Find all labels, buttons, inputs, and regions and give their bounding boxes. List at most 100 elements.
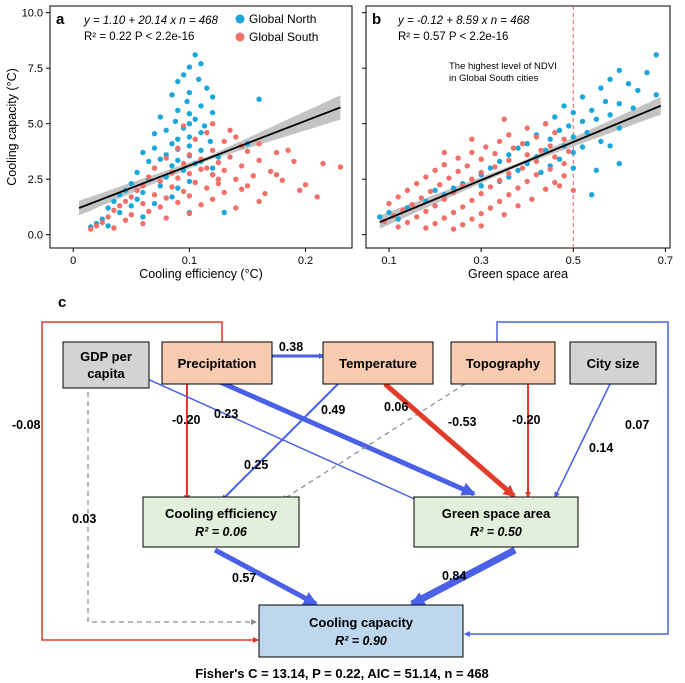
data-point [256, 157, 262, 163]
node-efficiency-r2: R² = 0.06 [195, 525, 248, 539]
data-point [515, 185, 521, 191]
panel-a-equation: y = 1.10 + 20.14 x n = 468 [83, 15, 219, 27]
coef-precip-temp: 0.38 [279, 340, 303, 354]
panel-b-x-ticks: 0.1 0.3 0.5 0.7 [381, 248, 673, 267]
node-green-box [413, 496, 579, 548]
data-point [186, 89, 193, 96]
data-point [542, 186, 549, 192]
coef-citysize-green: 0.14 [589, 441, 613, 455]
data-point [256, 141, 262, 147]
path-topo-efficiency [281, 383, 466, 501]
data-point [111, 207, 117, 213]
data-point [285, 147, 291, 153]
path-citysize-green [554, 383, 611, 498]
data-point [320, 160, 326, 167]
panel-a-letter: a [56, 11, 65, 28]
data-point [175, 157, 181, 163]
data-point [163, 215, 169, 221]
data-point [175, 145, 181, 151]
data-point [455, 155, 461, 161]
data-point [117, 203, 123, 209]
data-point [547, 136, 553, 142]
node-gdp-label-1: GDP per [80, 349, 132, 364]
data-point [616, 160, 622, 167]
model-fit-stats: Fisher's C = 13.14, P = 0.22, AIC = 51.1… [195, 666, 489, 681]
data-point [432, 187, 438, 193]
data-point [469, 176, 475, 182]
panel-a-stats: R² = 0.22 P < 2.2e-16 [84, 31, 194, 43]
data-point [561, 160, 567, 167]
data-point [209, 109, 216, 116]
data-point [593, 116, 599, 122]
coef-outer-negative: -0.08 [12, 418, 41, 432]
data-point [556, 183, 563, 189]
node-green-r2: R² = 0.50 [470, 525, 522, 539]
data-point [134, 196, 140, 202]
data-point [460, 204, 466, 210]
data-point [186, 152, 193, 158]
data-point [524, 152, 530, 158]
data-point [607, 143, 613, 149]
data-point [478, 190, 484, 197]
panel-c: c GDP per capita Precipitation Temperatu… [12, 294, 669, 681]
data-point [598, 85, 604, 91]
data-point [128, 180, 134, 187]
data-point [616, 67, 622, 74]
data-point [450, 185, 457, 191]
y-tick-label: 0.0 [28, 230, 43, 242]
data-point [515, 167, 521, 173]
panel-b-points [377, 52, 659, 232]
data-point [506, 157, 512, 163]
data-point [151, 192, 158, 198]
data-point [487, 165, 494, 171]
coef-topo-green: -0.20 [512, 413, 541, 427]
data-point [192, 52, 198, 58]
coef-precip-green: 0.49 [321, 403, 345, 417]
data-point [175, 185, 181, 191]
node-efficiency-label: Cooling efficiency [165, 506, 278, 521]
data-point [483, 144, 489, 150]
x-tick-label: 0.7 [658, 255, 673, 267]
data-point [460, 222, 466, 228]
data-point [122, 217, 129, 223]
panel-b-annotation-line2: in Global South cities [449, 73, 538, 84]
x-tick-label: 0 [70, 255, 76, 267]
data-point [186, 210, 193, 217]
y-tick-label: 2.5 [28, 174, 43, 186]
panel-a-points [88, 52, 344, 232]
coef-precip-efficiency: -0.20 [172, 413, 201, 427]
data-point [209, 94, 216, 100]
data-point [653, 52, 659, 58]
y-tick-label: 5.0 [28, 119, 43, 131]
data-point [432, 220, 438, 227]
data-point [128, 212, 134, 218]
coef-topo-efficiency: 0.06 [384, 400, 408, 414]
panel-b-y-ticks [362, 12, 366, 236]
data-point [386, 200, 392, 207]
data-point [111, 225, 117, 231]
data-point [140, 220, 146, 227]
coef-temp-efficiency: 0.25 [244, 458, 268, 472]
data-point [93, 223, 100, 229]
data-point [478, 183, 484, 189]
data-point [635, 87, 641, 94]
data-point [579, 118, 586, 125]
data-point [262, 190, 268, 197]
data-point [175, 107, 181, 114]
panel-b: 0.1 0.3 0.5 0.7 b y = -0.12 + 8.59 x n = 46… [362, 5, 673, 281]
data-point [589, 107, 595, 114]
data-point [506, 152, 512, 158]
data-point [496, 158, 503, 165]
data-point [198, 147, 204, 153]
data-point [441, 149, 447, 156]
path-gdp-capacity-dashed [87, 383, 257, 625]
data-point [157, 183, 163, 189]
node-precipitation-label: Precipitation [178, 356, 257, 371]
data-point [244, 183, 251, 189]
data-point [239, 186, 245, 192]
data-point [395, 216, 401, 222]
data-point [169, 194, 175, 200]
data-point [552, 154, 558, 160]
data-point [524, 178, 530, 185]
